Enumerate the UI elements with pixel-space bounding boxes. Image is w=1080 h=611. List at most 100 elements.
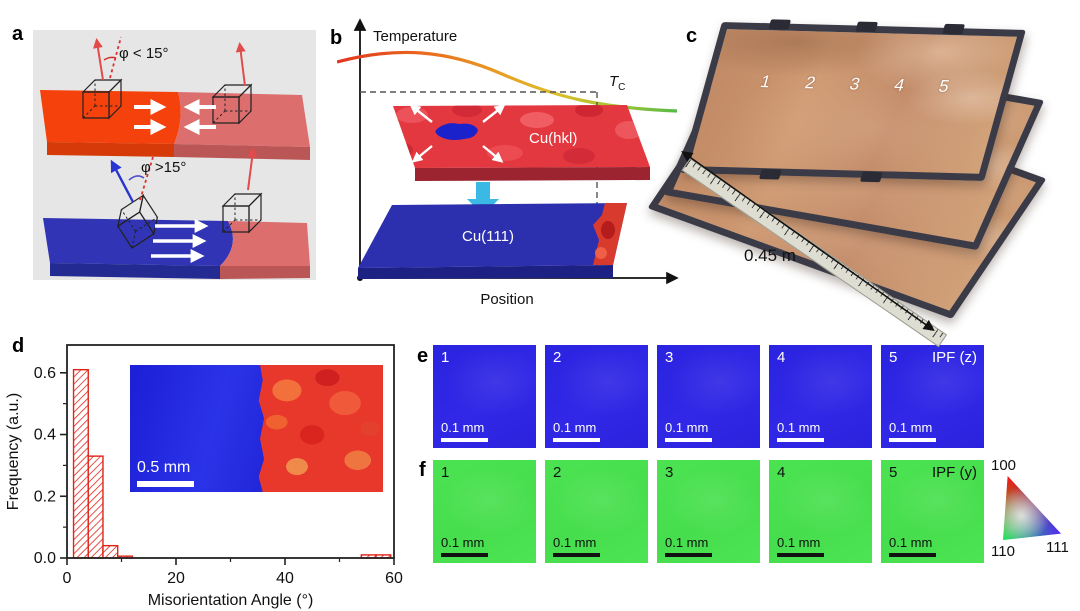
slab-bottom <box>43 218 310 279</box>
panel-a-drawing <box>40 36 310 279</box>
slab-top <box>40 90 310 160</box>
panel-b-schematic: Temperature TC <box>336 8 689 310</box>
tile-number: 5 <box>889 349 898 366</box>
ipf-z-map-5: 5 IPF (z) 0.1 mm <box>881 345 984 448</box>
ipf-y-map-3: 3 0.1 mm <box>657 460 760 563</box>
ebsd-inset-map: 0.5 mm <box>130 365 383 492</box>
panel-f-label: f <box>419 459 426 481</box>
tile-scale-label: 0.1 mm <box>889 420 933 435</box>
foil-number: 2 <box>802 73 818 93</box>
tile-scale-label: 0.1 mm <box>889 535 933 550</box>
y-tick-label: 0.4 <box>34 427 56 444</box>
ipf-legend-100: 100 <box>991 457 1017 474</box>
copper-foil-back <box>647 68 1047 319</box>
tile-scale-bar <box>777 553 824 557</box>
ipf-z-map-4: 4 0.1 mm <box>769 345 872 448</box>
cu-hkl-label: Cu(hkl) <box>529 130 577 147</box>
copper-foil-middle <box>663 45 1045 251</box>
tile-number: 2 <box>553 464 562 481</box>
tile-scale-bar <box>665 438 712 442</box>
tile-scale-label: 0.1 mm <box>553 420 597 435</box>
ruler-length-label: 0.45 m <box>744 246 796 265</box>
clamp-tab <box>767 19 791 30</box>
tile-number: 3 <box>665 349 674 366</box>
y-axis-title: Temperature <box>373 28 457 45</box>
steel-ruler <box>681 158 948 348</box>
tile-scale-label: 0.1 mm <box>777 535 821 550</box>
tile-scale-label: 0.1 mm <box>665 535 709 550</box>
tile-number: 5 <box>889 464 898 481</box>
tile-number: 4 <box>777 464 786 481</box>
panel-d-label: d <box>12 335 25 357</box>
clamp-tab <box>854 21 878 33</box>
x-tick-label: 40 <box>276 570 294 587</box>
histogram-bar <box>102 544 119 559</box>
tile-scale-bar <box>665 553 712 557</box>
tile-scale-bar <box>441 553 488 557</box>
ipf-y-map-1: 1 0.1 mm <box>433 460 536 563</box>
tile-scale-bar <box>777 438 824 442</box>
ipf-white-center <box>1003 476 1061 540</box>
foil-number: 4 <box>892 75 907 95</box>
tc-label: TC <box>609 73 625 93</box>
foil-position-numbers: 1 2 3 4 5 <box>758 72 951 97</box>
tile-scale-bar <box>553 553 600 557</box>
ipf-z-map-3: 3 0.1 mm <box>657 345 760 448</box>
ipf-y-row: 1 0.1 mm 2 0.1 mm 3 0.1 mm 4 0.1 mm 5 IP… <box>433 460 984 563</box>
x-axis-label: Misorientation Angle (°) <box>148 592 314 609</box>
clamp-tab <box>941 23 965 35</box>
tile-scale-bar <box>441 438 488 442</box>
ipf-z-tag: IPF (z) <box>932 349 977 366</box>
temperature-curve <box>336 50 678 113</box>
y-tick-label: 0.0 <box>34 550 56 567</box>
cu111-seed <box>435 123 478 140</box>
angle-label-small: φ < 15° <box>119 45 169 62</box>
panel-b-label: b <box>330 27 343 49</box>
inset-scale-label: 0.5 mm <box>137 459 191 476</box>
ipf-y-map-4: 4 0.1 mm <box>769 460 872 563</box>
x-tick-label: 20 <box>167 570 185 587</box>
tile-number: 1 <box>441 349 450 366</box>
clamp-tab <box>859 171 883 183</box>
y-tick-label: 0.2 <box>34 488 56 505</box>
seed-expansion-arrows <box>409 104 506 163</box>
foil-number: 5 <box>936 76 952 96</box>
panel-a-label: a <box>12 23 24 45</box>
ipf-y-tag: IPF (y) <box>932 464 977 481</box>
ipf-z-map-1: 1 0.1 mm <box>433 345 536 448</box>
orientation-arrows-top <box>92 36 246 87</box>
panel-e-label: e <box>417 345 429 367</box>
y-tick-label: 0.6 <box>34 365 56 382</box>
orientation-arrows-bottom <box>110 147 258 203</box>
tile-scale-bar <box>889 438 936 442</box>
y-axis-label: Frequency (a.u.) <box>5 393 22 510</box>
angle-label-large: φ >15° <box>141 159 187 176</box>
ipf-legend-110: 110 <box>991 543 1015 560</box>
ipf-y-map-5: 5 IPF (y) 0.1 mm <box>881 460 984 563</box>
clamp-tab <box>758 169 782 180</box>
ipf-color-triangle <box>1003 476 1061 540</box>
tile-number: 1 <box>441 464 450 481</box>
cu-hkl-slab: Cu(hkl) <box>393 104 650 181</box>
ipf-z-map-2: 2 0.1 mm <box>545 345 648 448</box>
ipf-z-row: 1 0.1 mm 2 0.1 mm 3 0.1 mm 4 0.1 mm 5 IP… <box>433 345 984 448</box>
foil-number: 1 <box>758 72 773 92</box>
tile-number: 4 <box>777 349 786 366</box>
panel-a-schematic: φ < 15° φ >15° <box>33 30 316 280</box>
histogram-bar <box>87 455 104 559</box>
panel-b-drawing: Temperature TC <box>336 18 679 308</box>
ipf-y-map-2: 2 0.1 mm <box>545 460 648 563</box>
tile-scale-label: 0.1 mm <box>553 535 597 550</box>
growth-arrows-bottom <box>151 219 209 263</box>
inset-scale-bar <box>137 481 194 487</box>
ipf-legend-111: 111 <box>1046 539 1069 556</box>
tile-scale-bar <box>553 438 600 442</box>
misorientation-histogram: 0 20 40 60 0.0 0.2 0.4 0.6 Misorientation Angle … <box>5 344 403 609</box>
tile-scale-label: 0.1 mm <box>665 420 709 435</box>
ebsd-blue-region <box>130 365 265 492</box>
tile-number: 2 <box>553 349 562 366</box>
histogram-bar <box>72 368 89 559</box>
x-tick-label: 60 <box>385 570 403 587</box>
panel-c-label: c <box>686 25 698 47</box>
